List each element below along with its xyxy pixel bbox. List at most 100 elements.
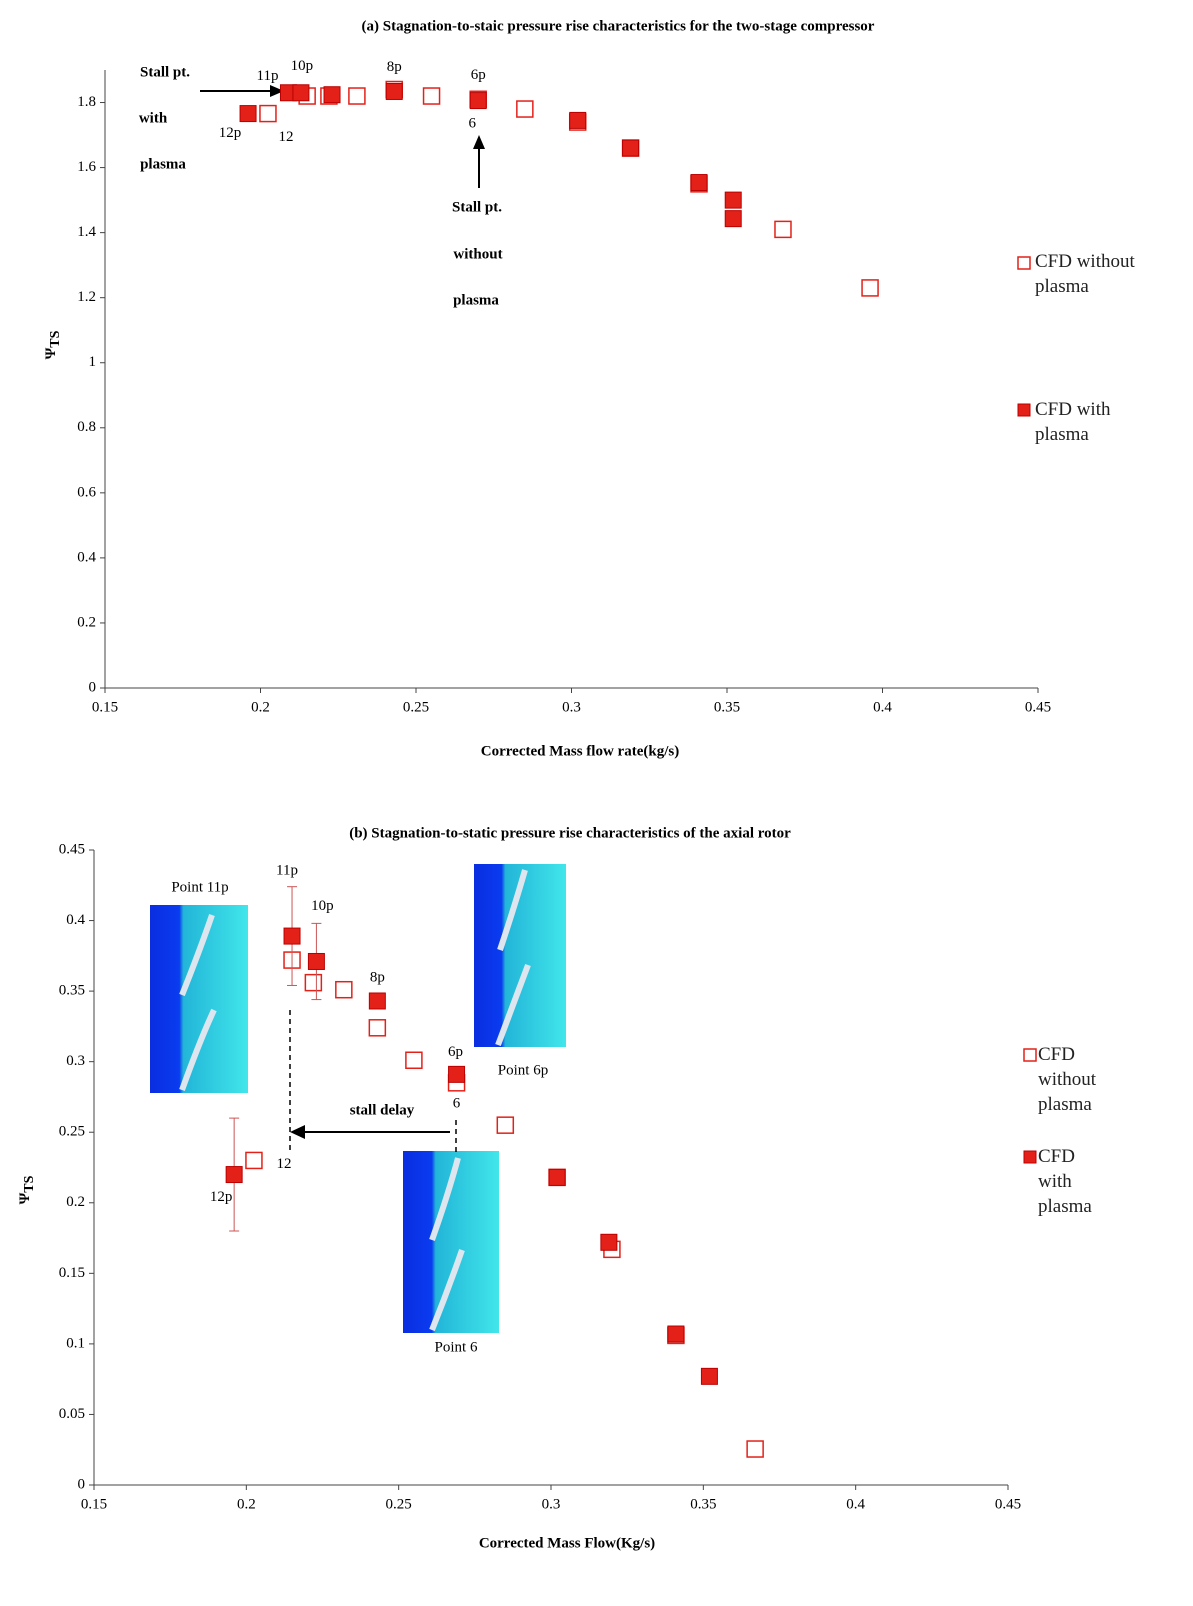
x-tick-label: 0.3 <box>562 699 581 715</box>
data-point <box>246 1152 262 1168</box>
annotation: plasma <box>453 292 499 308</box>
chart-title: (a) Stagnation-to-staic pressure rise ch… <box>362 18 875 34</box>
y-tick-label: 0 <box>78 1476 86 1492</box>
point-label: 6p <box>448 1044 463 1060</box>
x-tick-label: 0.35 <box>690 1496 716 1512</box>
legend-marker <box>1024 1049 1036 1061</box>
x-tick-label: 0.4 <box>846 1496 865 1512</box>
y-axis-subscript: TS <box>48 330 63 347</box>
legend-marker <box>1018 257 1030 269</box>
x-tick-label: 0.35 <box>714 699 740 715</box>
x-tick-label: 0.4 <box>873 699 892 715</box>
data-point <box>449 1066 465 1082</box>
chart-title: (b) Stagnation-to-static pressure rise c… <box>349 825 791 841</box>
figure: (a) Stagnation-to-staic pressure rise ch… <box>0 0 1193 1606</box>
page: {"chart_data": [ {"type": "scatter", "ti… <box>0 0 1193 1606</box>
data-point <box>549 1169 565 1185</box>
data-point <box>386 83 402 99</box>
data-point <box>349 88 365 104</box>
annotation: Stall pt. <box>140 64 190 80</box>
data-point <box>470 93 486 109</box>
y-tick-label: 0.45 <box>59 841 85 857</box>
y-tick-label: 1 <box>89 354 97 370</box>
x-tick-label: 0.2 <box>251 699 270 715</box>
data-point <box>497 1117 513 1133</box>
point-label: 11p <box>276 863 298 879</box>
annotation: plasma <box>140 156 186 172</box>
point-label: 12 <box>276 1156 291 1172</box>
data-point <box>324 87 340 103</box>
y-tick-label: 0.2 <box>66 1194 85 1210</box>
data-point <box>305 975 321 991</box>
point-label: 6p <box>471 67 486 83</box>
data-point <box>623 140 639 156</box>
data-point <box>725 192 741 208</box>
data-point <box>747 1441 763 1457</box>
point-label: 11p <box>257 68 279 84</box>
data-point <box>284 928 300 944</box>
x-tick-label: 0.2 <box>237 1496 256 1512</box>
y-tick-label: 0.15 <box>59 1265 85 1281</box>
y-tick-label: 0.25 <box>59 1124 85 1140</box>
annotation: Stall pt. <box>452 199 502 215</box>
data-point <box>725 211 741 227</box>
annotation: without <box>453 246 502 262</box>
y-tick-label: 1.6 <box>77 159 96 175</box>
data-point <box>226 1167 242 1183</box>
x-axis-label: Corrected Mass flow rate(kg/s) <box>481 743 679 759</box>
legend-label: CFD without plasma <box>1038 1042 1103 1117</box>
x-tick-label: 0.25 <box>386 1496 412 1512</box>
y-tick-label: 0.2 <box>77 614 96 630</box>
legend-label: CFD without plasma <box>1035 249 1160 299</box>
legend-label: CFD with plasma <box>1038 1144 1103 1219</box>
legend-marker <box>1024 1151 1036 1163</box>
y-tick-label: 0.6 <box>77 484 96 500</box>
contour-image <box>474 864 566 1047</box>
x-tick-label: 0.25 <box>403 699 429 715</box>
y-tick-label: 0.4 <box>66 912 85 928</box>
y-axis-symbol: Ψ <box>43 347 59 359</box>
y-tick-label: 1.2 <box>77 289 96 305</box>
point-label: 8p <box>387 59 402 75</box>
y-tick-label: 0.05 <box>59 1406 85 1422</box>
y-axis-label: ΨTS <box>17 1175 37 1204</box>
point-label: 12p <box>219 125 242 141</box>
y-axis-subscript: TS <box>22 1175 37 1192</box>
point-label: 12p <box>210 1189 233 1205</box>
point-label: 6 <box>453 1095 461 1111</box>
contour-image <box>403 1151 499 1333</box>
annotation: with <box>139 110 168 126</box>
data-point <box>260 106 276 122</box>
y-tick-label: 1.4 <box>77 224 96 240</box>
x-axis-label: Corrected Mass Flow(Kg/s) <box>479 1535 655 1551</box>
x-tick-label: 0.15 <box>92 699 118 715</box>
data-point <box>601 1234 617 1250</box>
y-axis-symbol: Ψ <box>17 1192 33 1204</box>
y-tick-label: 0.1 <box>66 1335 85 1351</box>
data-point <box>336 982 352 998</box>
data-point <box>701 1368 717 1384</box>
data-point <box>293 85 309 101</box>
data-point <box>369 1020 385 1036</box>
data-point <box>570 112 586 128</box>
data-point <box>424 88 440 104</box>
x-tick-label: 0.45 <box>1025 699 1051 715</box>
inset-label: Point 11p <box>171 879 228 895</box>
y-tick-label: 1.8 <box>77 94 96 110</box>
y-axis-label: ΨTS <box>43 330 63 359</box>
y-tick-label: 0.3 <box>66 1053 85 1069</box>
data-point <box>668 1326 684 1342</box>
data-point <box>775 221 791 237</box>
point-label: 12 <box>278 129 293 145</box>
data-point <box>517 101 533 117</box>
annotation: stall delay <box>350 1102 415 1118</box>
data-point <box>308 953 324 969</box>
data-point <box>406 1052 422 1068</box>
y-tick-label: 0.8 <box>77 419 96 435</box>
point-label: 10p <box>311 898 334 914</box>
x-tick-label: 0.15 <box>81 1496 107 1512</box>
contour-image <box>150 905 248 1093</box>
y-tick-label: 0.35 <box>59 983 85 999</box>
data-point <box>691 175 707 191</box>
point-label: 10p <box>291 58 314 74</box>
